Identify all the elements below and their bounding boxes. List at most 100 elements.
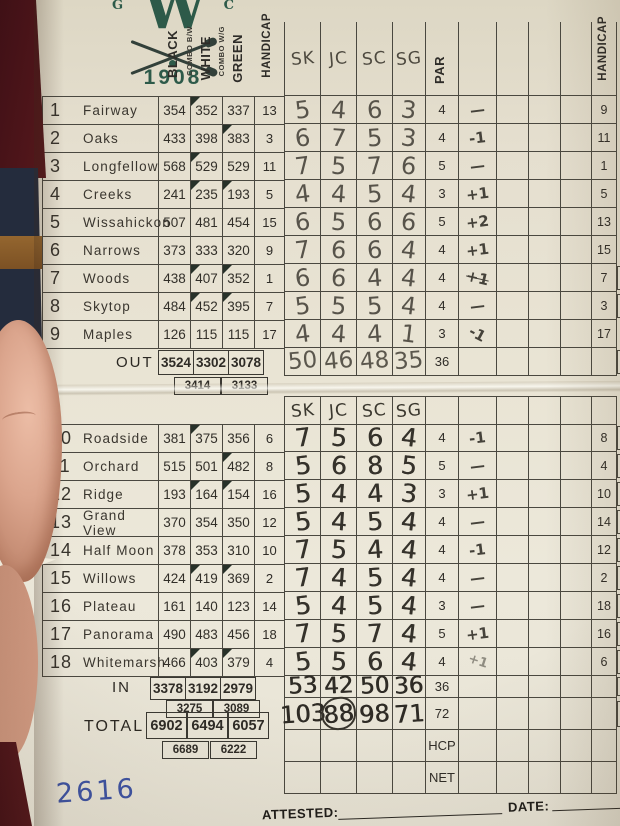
par-cell: 4 [426,536,459,564]
handicap-right-value: 10 [597,486,611,501]
hole-name-cell: 15 Willows [43,565,159,593]
out-score-cell: 48 [357,347,393,376]
handwritten-out-score: 50 [286,346,319,376]
handwritten-score: 5 [293,290,312,321]
match-mark-cell: -1 [459,320,497,348]
handicap-cell: 10 [255,537,285,565]
hole-name: Narrows [83,243,141,258]
handwritten-score: 6 [365,95,384,124]
handicap-cell: 12 [255,509,285,537]
black-yardage-cell: 370 [159,509,191,537]
handicap-right-cell: 12 27 [592,536,620,564]
empty-cell [285,730,321,762]
empty-cell [357,762,393,794]
handwritten-score: 6 [329,235,348,264]
match-mark-cell: — [459,96,497,124]
out-black-total: 3524 [158,350,194,375]
white-yardage-cell: 353 [191,537,223,565]
handicap-right-cell: 15 [592,236,617,264]
empty-cell [497,762,529,794]
back-nine-score-header: SK JC SC SG [284,396,617,425]
empty-cell [561,676,592,698]
handwritten-score: 5 [329,291,348,320]
white-yardage-cell: 235 [191,181,223,209]
score-cell: 7 [285,422,321,453]
score-cell: 4 [393,646,426,677]
score-cell: 1 [393,319,426,348]
par-cell: 4 [426,564,459,592]
handicap-right-cell: 13 [592,208,617,236]
score-cell: 4 [321,319,357,348]
handwritten-score: 5 [292,590,313,621]
total-par-cell: 72 [426,698,459,730]
match-mark-cell: +1 [459,620,497,648]
score-cell: 4 [321,506,357,537]
par-cell: 4 [426,264,459,292]
handwritten-out-score: 46 [322,346,355,376]
handicap-cell: 15 [255,209,285,237]
white-yardage-cell: 407 [191,265,223,293]
empty-cell [529,320,561,348]
white-yardage-cell: 333 [191,237,223,265]
hole-number: 15 [50,568,74,589]
black-yardage-cell: 490 [159,621,191,649]
total-label: TOTAL [84,718,145,735]
empty-cell [529,124,561,152]
handwritten-mark: +1 [464,239,491,260]
handwritten-score: 7 [292,562,313,593]
score-cell: 3 [393,123,426,152]
score-cell: 7 [285,534,321,565]
empty-cell [497,648,529,676]
empty-cell [561,292,592,320]
handwritten-score: 4 [399,262,419,293]
empty-cell [497,452,529,480]
handwritten-score: 7 [293,234,312,265]
empty-cell [561,208,592,236]
empty-cell [561,762,592,794]
green-yardage-cell: 369 [223,565,255,593]
net-row-label: NET [426,762,459,794]
hole-number: 2 [50,128,74,149]
empty-cell [459,348,497,376]
empty-cell [561,348,592,376]
header-cell [497,22,529,96]
handwritten-score: 7 [292,534,313,565]
hole-name-cell: 1 Fairway [43,97,159,125]
empty-cell [561,180,592,208]
handicap-right-cell: 6 35 [592,648,620,676]
handicap-cell: 18 [255,621,285,649]
handwritten-in-score: 53 [287,672,318,700]
handwritten-score: 6 [329,450,348,481]
green-yardage-cell: 123 [223,593,255,621]
club-logo: G C W 1908 [98,0,248,96]
handicap-right-cell: 3 3 [592,292,620,320]
empty-cell [497,124,529,152]
handwritten-mark: +1 [465,651,490,672]
score-cell: 6 [357,95,393,124]
player-initials: SK [289,399,316,422]
handicap-cell: 5 [255,181,285,209]
handwritten-score: 6 [293,206,312,237]
handicap-right-value: 1 [600,158,608,173]
score-cell: 7 [285,562,321,593]
handwritten-score: 7 [292,618,313,649]
score-cell: 4 [285,319,321,348]
handicap-right-value: 15 [597,242,611,257]
in-score-cell: 42 [321,672,357,700]
score-cell: 6 [357,646,393,677]
handwritten-total-score: 98 [358,698,391,729]
handicap-right-value: 18 [597,598,611,613]
white-yardage-cell: 398 [191,125,223,153]
in-par-cell: 36 [426,676,459,698]
player-initials-cell: JC [321,397,357,425]
empty-cell [561,452,592,480]
combo-wg-total: 6222 [210,741,257,759]
header-cell [426,397,459,425]
score-cell: 7 [285,618,321,649]
score-cell: 4 [393,618,426,649]
green-yardage-cell: 337 [223,97,255,125]
handwritten-mark: — [468,455,487,476]
hole-number: 5 [50,212,74,233]
empty-cell [561,536,592,564]
par-cell: 4 [426,508,459,536]
